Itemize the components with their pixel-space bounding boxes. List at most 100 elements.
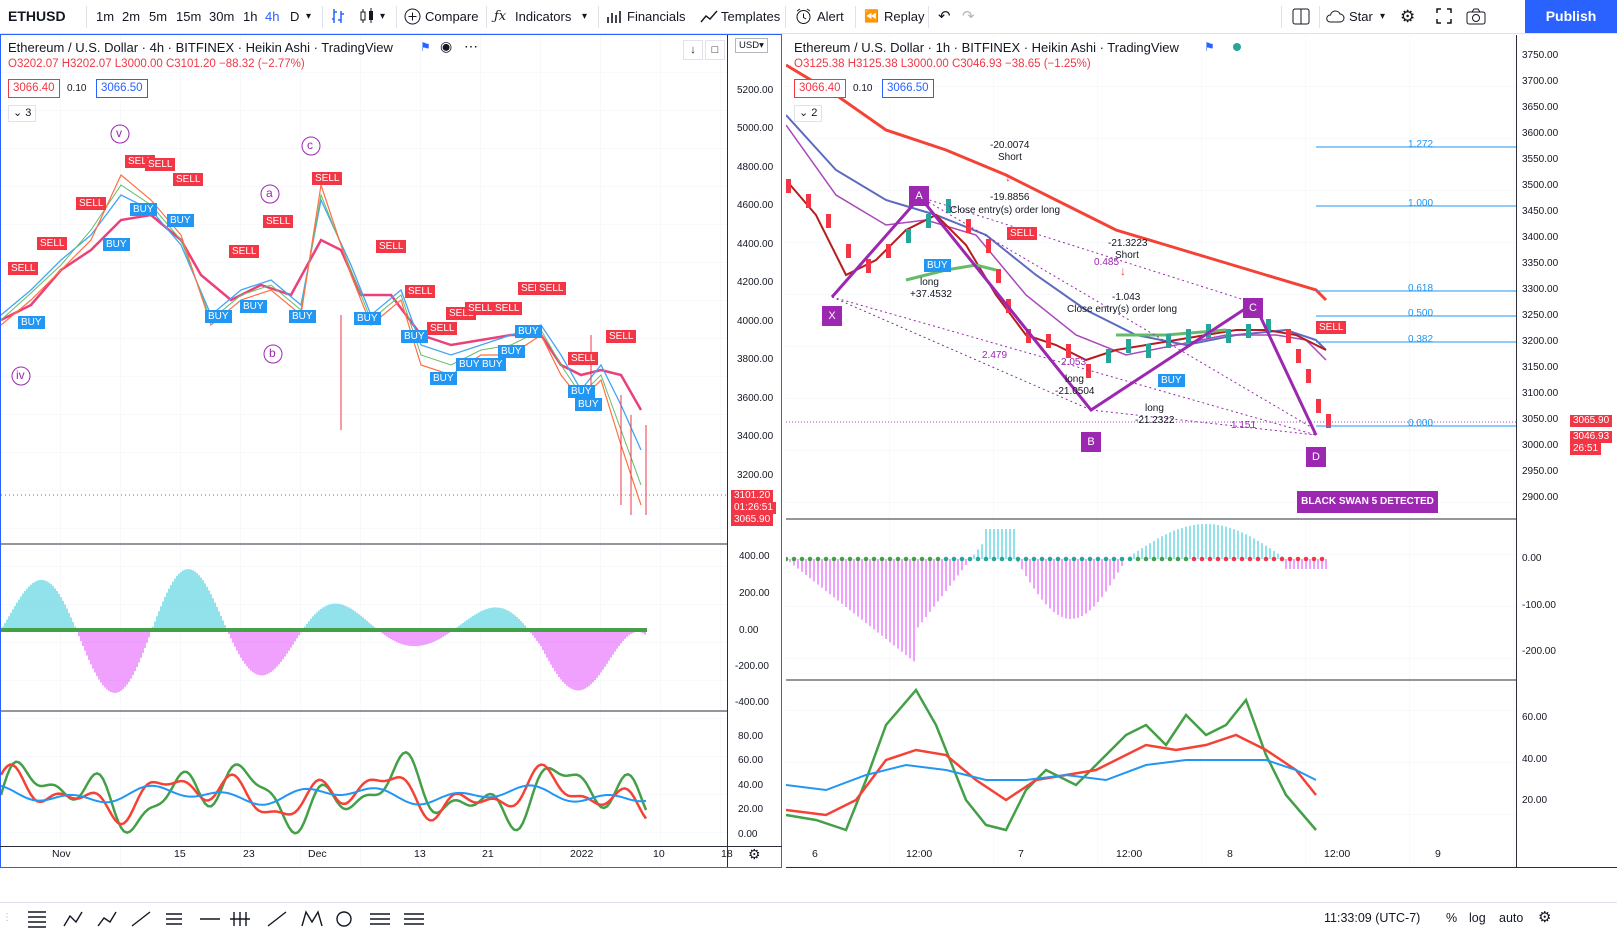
bar-style-icon[interactable] (330, 7, 348, 25)
interval-1h[interactable]: 1h (243, 9, 258, 24)
percent-scale-toggle[interactable]: % (1446, 911, 1458, 925)
sell-arrow-icon: ↓ (1120, 264, 1126, 278)
clock-time[interactable]: 11:33:09 (UTC-7) (1324, 911, 1421, 925)
right-chart-canvas[interactable] (786, 35, 1516, 867)
candle (1226, 329, 1231, 343)
left-time-axis[interactable] (0, 846, 782, 868)
zero-line-dot (879, 556, 885, 562)
indicators-button[interactable]: Indicators (515, 9, 572, 24)
left-chart-canvas[interactable] (1, 35, 727, 867)
indicators-dropdown-icon[interactable]: ▾ (582, 11, 588, 22)
left-bid-box[interactable]: 3066.40 (8, 79, 60, 98)
candles-icon[interactable] (358, 7, 376, 25)
axis-settings-gear-icon[interactable]: ⚙ (748, 846, 761, 862)
rsi-line (1, 750, 648, 835)
left-ohlc: O3202.07 H3202.07 L3000.00 C3101.20 −88.… (8, 58, 305, 70)
interval-2m[interactable]: 2m (122, 9, 141, 24)
live-status-dot-icon (1233, 43, 1241, 51)
right-bid-box[interactable]: 3066.40 (794, 79, 846, 98)
log-scale-toggle[interactable]: log (1469, 911, 1486, 925)
zero-line-dot (1239, 556, 1245, 562)
right-indicators-toggle[interactable]: ⌄ 2 (794, 105, 823, 122)
candle (866, 259, 871, 273)
auto-scale-toggle[interactable]: auto (1499, 911, 1524, 925)
zero-line-dot (1015, 556, 1021, 562)
more-options-icon[interactable]: ⋯ (464, 38, 478, 54)
zero-line-dot (1095, 556, 1101, 562)
layout-icon[interactable] (1292, 8, 1310, 25)
zero-line-dot (951, 556, 957, 562)
candle (1146, 344, 1151, 358)
replay-icon[interactable]: ⏪ (864, 9, 879, 23)
symbol-search[interactable]: ETHUSD (8, 8, 66, 24)
trade-annotation: +37.4532 (910, 289, 952, 300)
time-axis-label: 12:00 (906, 848, 933, 860)
alert-clock-icon[interactable] (795, 8, 812, 25)
interval-5m[interactable]: 5m (149, 9, 168, 24)
interval-dropdown-icon[interactable]: ▾ (306, 11, 312, 22)
sell-signal-tag: SELL (229, 245, 260, 258)
indicators-fx-icon[interactable]: ƒx (494, 9, 507, 24)
publish-button[interactable]: Publish (1525, 0, 1617, 33)
sell-signal-tag: SELL (465, 302, 496, 315)
time-axis-label: 10 (653, 848, 665, 860)
collapse-arrow-icon[interactable]: ↓ (683, 40, 703, 60)
compare-button[interactable]: Compare (425, 9, 479, 24)
replay-button[interactable]: Replay (884, 9, 925, 24)
price-axis-label: 2950.00 (1522, 466, 1559, 477)
compare-plus-icon[interactable] (404, 8, 421, 25)
drag-handle-icon[interactable]: ⋮ (2, 912, 12, 923)
star-button[interactable]: Star (1349, 9, 1373, 24)
currency-selector[interactable]: USD▾ (735, 38, 768, 53)
interval-30m[interactable]: 30m (209, 9, 235, 24)
maximize-pane-icon[interactable]: □ (705, 40, 725, 60)
fullscreen-icon[interactable] (1436, 8, 1452, 24)
zero-line-dot (943, 556, 949, 562)
templates-icon[interactable] (700, 9, 718, 24)
time-axis-label: 23 (243, 848, 255, 860)
candle (1126, 339, 1131, 353)
oscillator-axis-label: 0.00 (739, 625, 759, 636)
interval-1m[interactable]: 1m (96, 9, 115, 24)
visibility-eye-icon[interactable]: ◉ (440, 38, 453, 54)
cloud-icon[interactable] (1325, 9, 1345, 23)
price-axis-label: 4400.00 (737, 239, 774, 250)
interval-15m[interactable]: 15m (176, 9, 202, 24)
settings-gear-icon[interactable]: ⚙ (1400, 7, 1416, 26)
zero-line-dot (791, 556, 797, 562)
trade-annotation: Close entry(s) order long (1067, 304, 1178, 315)
star-dropdown-icon[interactable]: ▾ (1380, 11, 1386, 22)
interval-4h[interactable]: 4h (265, 9, 280, 24)
right-ask-box[interactable]: 3066.50 (882, 79, 934, 98)
interval-d[interactable]: D (290, 9, 300, 24)
chart-type-dropdown-icon[interactable]: ▾ (380, 11, 386, 22)
trade-annotation: long (920, 277, 939, 288)
left-price-axis[interactable] (727, 35, 781, 867)
snapshot-camera-icon[interactable] (1466, 8, 1486, 25)
ratio-label: 1.151 (1231, 420, 1257, 431)
right-price-axis[interactable] (1516, 35, 1617, 867)
bottom-toolbar: ⋮ 11:33:09 (UTC-7) % log auto ⚙ (0, 902, 1617, 933)
candle (986, 239, 991, 253)
alert-button[interactable]: Alert (817, 9, 844, 24)
zero-line-dot (815, 556, 821, 562)
price-axis-label: 3500.00 (1522, 180, 1559, 191)
bottom-settings-gear-icon[interactable]: ⚙ (1538, 909, 1552, 926)
buy-signal-tag: BUY (167, 214, 194, 227)
zero-line-dot (911, 556, 917, 562)
left-ask-box[interactable]: 3066.50 (96, 79, 148, 98)
left-price-tag-countdown: 01:26:51 (731, 502, 776, 514)
undo-icon[interactable]: ↶ (938, 8, 951, 25)
templates-button[interactable]: Templates (721, 9, 781, 24)
zero-line-dot (1199, 556, 1205, 562)
financials-button[interactable]: Financials (627, 9, 686, 24)
right-indicator-count: 2 (811, 107, 818, 119)
financials-icon[interactable] (606, 9, 622, 24)
buy-signal-tag: BUY (130, 203, 157, 216)
redo-icon[interactable]: ↷ (962, 8, 975, 25)
sell-signal-tag: SELL (606, 330, 637, 343)
price-axis-label: 4800.00 (737, 162, 774, 173)
left-indicators-toggle[interactable]: ⌄ 3 (8, 105, 37, 122)
pattern-point-d: D (1306, 447, 1326, 467)
zero-line-dot (863, 556, 869, 562)
